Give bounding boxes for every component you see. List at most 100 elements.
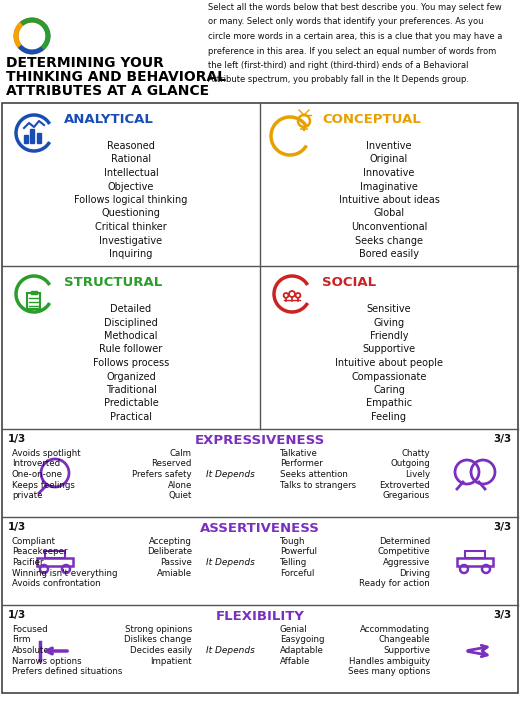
Text: Outgoing: Outgoing <box>390 460 430 468</box>
Bar <box>27 293 40 309</box>
Text: Rule follower: Rule follower <box>99 344 163 354</box>
Text: Global: Global <box>373 209 405 219</box>
Text: 3/3: 3/3 <box>494 522 512 532</box>
Text: Calm: Calm <box>170 449 192 458</box>
Text: DETERMINING YOUR: DETERMINING YOUR <box>6 56 164 70</box>
Text: Genial: Genial <box>280 625 308 634</box>
Text: 3/3: 3/3 <box>494 434 512 444</box>
Text: STRUCTURAL: STRUCTURAL <box>64 276 162 289</box>
Text: Accepting: Accepting <box>149 537 192 546</box>
Text: Intuitive about ideas: Intuitive about ideas <box>339 195 439 205</box>
Text: Winning isn't everything: Winning isn't everything <box>12 569 118 577</box>
Text: Innovative: Innovative <box>363 168 414 178</box>
Text: Seeks attention: Seeks attention <box>280 470 348 479</box>
Text: Changeable: Changeable <box>379 636 430 645</box>
Text: preference in this area. If you select an equal number of words from: preference in this area. If you select a… <box>208 46 496 56</box>
Text: Intellectual: Intellectual <box>103 168 159 178</box>
Text: Performer: Performer <box>280 460 323 468</box>
Text: Empathic: Empathic <box>366 399 412 408</box>
Bar <box>465 551 485 558</box>
Text: Firm: Firm <box>12 636 31 645</box>
Text: Gregarious: Gregarious <box>383 491 430 500</box>
Text: One-on-one: One-on-one <box>12 470 63 479</box>
Text: Compliant: Compliant <box>12 537 56 546</box>
Bar <box>30 129 34 143</box>
Text: Decides easily: Decides easily <box>130 646 192 655</box>
Text: Introverted: Introverted <box>12 460 60 468</box>
Text: Inquiring: Inquiring <box>109 249 153 259</box>
Text: Talks to strangers: Talks to strangers <box>280 480 356 489</box>
Text: Telling: Telling <box>280 558 307 567</box>
Text: Rational: Rational <box>111 155 151 165</box>
Text: Pacifier: Pacifier <box>12 558 44 567</box>
Text: Attribute spectrum, you probably fall in the It Depends group.: Attribute spectrum, you probably fall in… <box>208 75 469 84</box>
Text: Reserved: Reserved <box>152 460 192 468</box>
Text: Friendly: Friendly <box>370 331 408 341</box>
Text: Questioning: Questioning <box>101 209 161 219</box>
Text: THINKING AND BEHAVIORAL: THINKING AND BEHAVIORAL <box>6 70 226 84</box>
Text: Investigative: Investigative <box>99 236 163 245</box>
Text: circle more words in a certain area, this is a clue that you may have a: circle more words in a certain area, thi… <box>208 32 502 41</box>
Text: Supportive: Supportive <box>383 646 430 655</box>
Text: Ready for action: Ready for action <box>359 579 430 588</box>
Text: Prefers safety: Prefers safety <box>133 470 192 479</box>
Text: 1/3: 1/3 <box>8 610 26 620</box>
Text: ATTRIBUTES AT A GLANCE: ATTRIBUTES AT A GLANCE <box>6 84 209 98</box>
Text: Passive: Passive <box>160 558 192 567</box>
Text: Traditional: Traditional <box>106 385 157 395</box>
Bar <box>37 133 41 143</box>
Text: Talkative: Talkative <box>280 449 318 458</box>
Text: Lively: Lively <box>405 470 430 479</box>
Text: Determined: Determined <box>379 537 430 546</box>
Text: CONCEPTUAL: CONCEPTUAL <box>322 113 421 126</box>
Text: Supportive: Supportive <box>362 344 415 354</box>
Bar <box>24 135 28 143</box>
Bar <box>37 558 73 566</box>
Text: Giving: Giving <box>373 318 405 328</box>
Text: Unconventional: Unconventional <box>351 222 427 232</box>
Bar <box>31 291 37 294</box>
Text: Methodical: Methodical <box>104 331 158 341</box>
Text: Select all the words below that best describe you. You may select few: Select all the words below that best des… <box>208 3 502 12</box>
Text: 1/3: 1/3 <box>8 434 26 444</box>
Text: Absolute: Absolute <box>12 646 50 655</box>
Text: ASSERTIVENESS: ASSERTIVENESS <box>200 522 320 535</box>
Text: Extroverted: Extroverted <box>379 480 430 489</box>
Text: Compassionate: Compassionate <box>352 371 427 382</box>
Text: Competitive: Competitive <box>378 548 430 557</box>
Text: Keeps feelings: Keeps feelings <box>12 480 75 489</box>
Text: the left (first-third) and right (third-third) ends of a Behavioral: the left (first-third) and right (third-… <box>208 61 469 70</box>
Text: Predictable: Predictable <box>103 399 159 408</box>
Text: Peacekeeper: Peacekeeper <box>12 548 68 557</box>
Text: Sees many options: Sees many options <box>348 667 430 676</box>
Text: Easygoing: Easygoing <box>280 636 324 645</box>
Text: Prefers defined situations: Prefers defined situations <box>12 667 122 676</box>
Text: Detailed: Detailed <box>110 304 151 314</box>
Text: Reasoned: Reasoned <box>107 141 155 151</box>
Text: Tough: Tough <box>280 537 306 546</box>
Text: It Depends: It Depends <box>205 558 254 567</box>
Text: Original: Original <box>370 155 408 165</box>
Text: Forceful: Forceful <box>280 569 315 577</box>
Text: It Depends: It Depends <box>205 470 254 479</box>
Text: Adaptable: Adaptable <box>280 646 324 655</box>
Text: Avoids spotlight: Avoids spotlight <box>12 449 81 458</box>
Text: or many. Select only words that identify your preferences. As you: or many. Select only words that identify… <box>208 18 484 27</box>
Text: Chatty: Chatty <box>401 449 430 458</box>
Text: Inventive: Inventive <box>366 141 412 151</box>
Text: Impatient: Impatient <box>150 657 192 666</box>
Text: ANALYTICAL: ANALYTICAL <box>64 113 154 126</box>
Bar <box>457 558 493 566</box>
Text: Handles ambiguity: Handles ambiguity <box>349 657 430 666</box>
Text: private: private <box>12 491 43 500</box>
Text: Critical thinker: Critical thinker <box>95 222 167 232</box>
Text: Feeling: Feeling <box>371 412 407 422</box>
Text: 3/3: 3/3 <box>494 610 512 620</box>
Text: FLEXIBILITY: FLEXIBILITY <box>216 610 304 623</box>
Text: Narrows options: Narrows options <box>12 657 82 666</box>
Bar <box>45 551 65 558</box>
Text: Bored easily: Bored easily <box>359 249 419 259</box>
Bar <box>2 103 518 693</box>
Text: Strong opinions: Strong opinions <box>125 625 192 634</box>
Text: Objective: Objective <box>108 181 154 191</box>
